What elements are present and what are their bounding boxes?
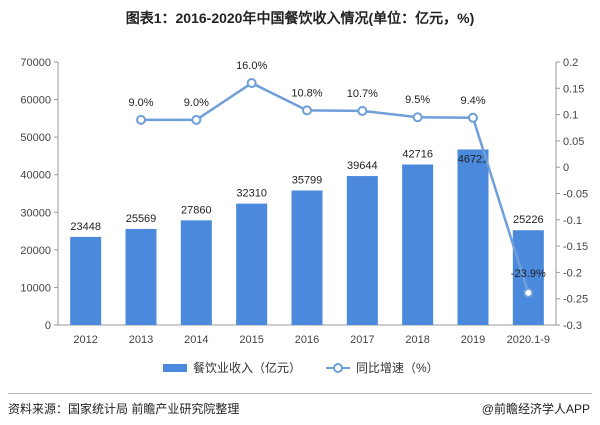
bar-value-label: 46721 [458,153,489,165]
line-point [468,112,478,123]
right-tick-label: 0 [563,162,569,174]
right-tick-label: 0.1 [563,110,578,122]
left-tick-label: 20000 [20,245,51,257]
x-axis-ticks: 2012 2013 2014 2015 2016 2017 2018 2019 2020.1-9 [73,334,550,346]
legend: 餐饮业收入（亿元） 同比增速（%） [163,360,439,375]
right-tick-label: -0.2 [563,267,582,279]
line-value-label: 9.5% [405,94,430,106]
brand-credit: @前瞻经济学人APP [481,402,590,416]
line-value-labels: 9.0% 9.0% 16.0% 10.8% 10.7% 9.5% 9.4% -23.9% [128,60,546,280]
left-axis-ticks: 0 10000 20000 30000 40000 50000 60000 70000 [20,57,58,332]
right-tick-label: 0.05 [563,136,584,148]
line-point [302,105,312,116]
bar-value-labels: 23448 25569 27860 32310 35799 39644 42716 46721… [70,149,543,233]
source-note: 资料来源：国家统计局 前瞻产业研究院整理 [8,402,240,416]
left-tick-label: 30000 [20,207,51,219]
line-value-label: 10.7% [347,88,378,100]
x-tick-label: 2017 [350,334,374,346]
bar-value-label: 39644 [347,160,378,172]
x-tick-label: 2020.1-9 [507,334,550,346]
line-value-label: 9.0% [128,97,153,109]
x-tick-label: 2015 [239,334,263,346]
bar-value-label: 25226 [513,214,544,226]
bar-value-label: 25569 [126,213,157,225]
right-tick-label: 0.15 [563,83,584,95]
right-tick-label: -0.05 [563,189,588,201]
line-value-label: 9.4% [460,95,485,107]
right-axis-ticks: -0.3 -0.25 -0.2 -0.15 -0.1 -0.05 0 0.05 0.1 0.15 0… [556,57,588,332]
bar [346,176,378,325]
x-tick-label: 2019 [461,334,485,346]
right-tick-label: -0.15 [563,241,588,253]
left-tick-label: 40000 [20,170,51,182]
bar [125,228,157,325]
left-tick-label: 50000 [20,132,51,144]
bar [402,164,434,325]
bar [457,149,489,325]
x-tick-label: 2013 [129,334,153,346]
bar [512,230,544,325]
x-tick-label: 2018 [405,334,429,346]
legend-bar-label: 餐饮业收入（亿元） [193,360,301,375]
line-point [357,105,368,116]
bar-series [70,149,544,325]
bar-value-label: 35799 [292,174,323,186]
right-tick-label: -0.25 [563,294,588,306]
legend-bar-swatch [163,364,187,372]
x-tick-label: 2012 [73,334,97,346]
bar-value-label: 32310 [236,188,267,200]
line-value-label: 10.8% [291,87,322,99]
bar [236,203,268,325]
right-tick-label: -0.3 [563,320,582,332]
line-value-label: 9.0% [184,97,209,109]
left-tick-label: 0 [45,320,51,332]
right-tick-label: -0.1 [563,215,582,227]
line-point [523,287,534,298]
line-point [246,78,257,89]
legend-line-marker [333,363,343,373]
line-point [191,114,202,125]
bar [291,190,323,325]
bar [180,220,212,325]
bar-value-label: 42716 [402,149,433,161]
line-point [136,114,146,125]
chart-title: 图表1：2016-2020年中国餐饮收入情况(单位：亿元，%) [125,10,475,26]
growth-line [141,81,530,294]
footer-divider [8,393,592,394]
left-tick-label: 10000 [20,282,51,294]
x-tick-label: 2014 [184,334,208,346]
left-tick-label: 60000 [20,95,51,107]
bar-value-label: 27860 [181,204,212,216]
line-value-label: 16.0% [236,60,267,72]
bar-value-label: 23448 [70,221,101,233]
left-tick-label: 70000 [20,57,51,69]
right-tick-label: 0.2 [563,57,578,69]
line-value-label: -23.9% [511,268,546,280]
x-tick-label: 2016 [295,334,319,346]
line-point [412,112,423,123]
bar [70,236,102,325]
legend-line-label: 同比增速（%） [356,361,439,375]
line-series [136,78,534,298]
